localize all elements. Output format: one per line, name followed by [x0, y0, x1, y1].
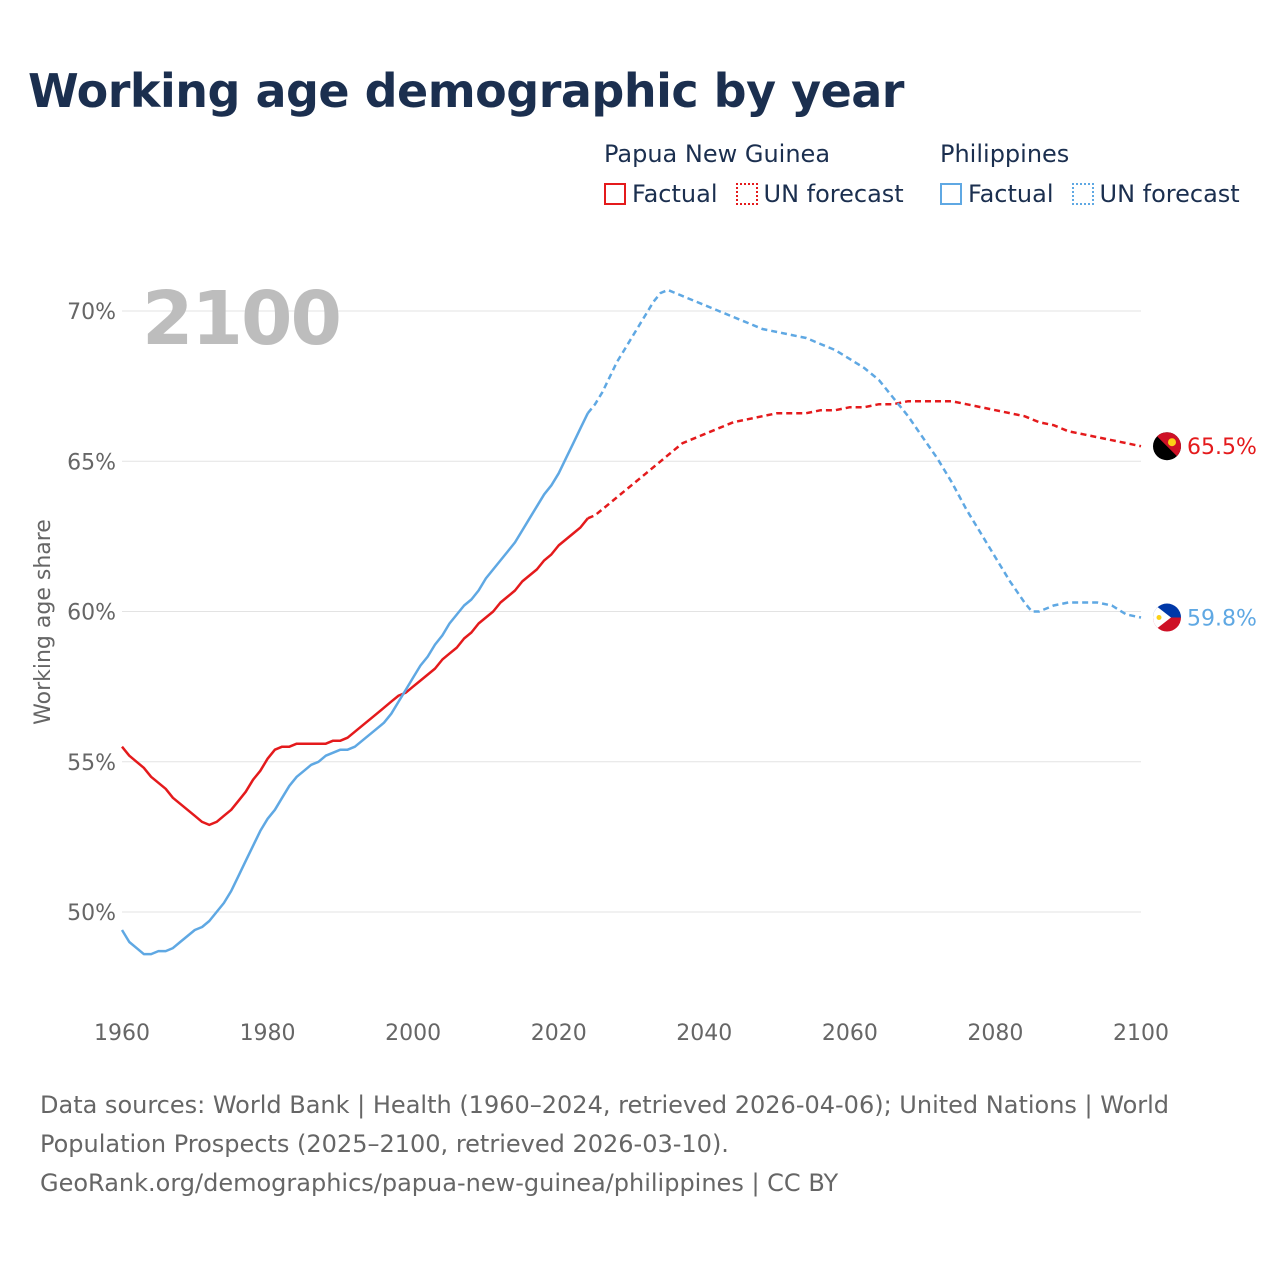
x-tick-label: 2080 [967, 1021, 1023, 1046]
source-line: Population Prospects (2025–2100, retriev… [40, 1130, 729, 1158]
x-tick-label: 1960 [94, 1021, 150, 1046]
year-watermark: 2100 [142, 276, 340, 362]
chart-title: Working age demographic by year [28, 64, 905, 118]
source-line: Data sources: World Bank | Health (1960–… [40, 1091, 1170, 1119]
series-line-png-factual [121, 517, 589, 827]
y-tick-label: 70% [67, 300, 116, 325]
legend-item-label: Factual [968, 180, 1054, 208]
legend-item-phl-forecast[interactable]: UN forecast [1071, 180, 1240, 208]
philippines-flag-icon [1153, 603, 1181, 632]
png-flag-icon [1153, 432, 1181, 461]
legend-item-png-factual[interactable]: Factual [604, 180, 718, 208]
series-line-png-forecast [587, 399, 1142, 520]
x-tick-label: 2000 [385, 1021, 441, 1046]
x-tick-label: 2100 [1113, 1021, 1169, 1046]
legend-swatch-dotted [1071, 183, 1094, 205]
y-tick-label: 55% [67, 751, 116, 776]
series-line-phl-factual [120, 412, 589, 956]
source-note: Data sources: World Bank | Health (1960–… [40, 1086, 1220, 1203]
legend-item-label: UN forecast [1099, 180, 1240, 208]
source-line: GeoRank.org/demographics/papua-new-guine… [40, 1169, 839, 1197]
line-chart: 50% 55% 60% 65% 70% 1960 1980 2000 2020 2040 2060 2… [31, 276, 1257, 1046]
legend-item-label: Factual [632, 180, 718, 208]
legend-item-png-forecast[interactable]: UN forecast [735, 180, 904, 208]
x-tick-label: 1980 [240, 1021, 296, 1046]
legend-group-papua-new-guinea: Papua New Guinea Factual UN forecast [604, 140, 904, 208]
legend-group-philippines: Philippines Factual UN forecast [940, 140, 1240, 208]
y-tick-label: 65% [67, 450, 116, 475]
y-axis-label: Working age share [31, 519, 56, 725]
series-line-phl-forecast [586, 288, 1142, 619]
legend-swatch-solid [940, 183, 962, 205]
x-tick-label: 2020 [531, 1021, 587, 1046]
y-tick-label: 60% [67, 601, 116, 626]
legend-swatch-solid [604, 183, 626, 205]
y-tick-label: 50% [67, 901, 116, 926]
legend-swatch-dotted [735, 183, 758, 205]
x-tick-label: 2040 [676, 1021, 732, 1046]
end-label-phl: 59.8% [1187, 607, 1257, 632]
end-label-png: 65.5% [1187, 435, 1257, 460]
x-tick-label: 2060 [822, 1021, 878, 1046]
legend-group-label: Papua New Guinea [604, 140, 831, 168]
legend-item-phl-factual[interactable]: Factual [940, 180, 1054, 208]
legend-group-label: Philippines [940, 140, 1070, 168]
legend-item-label: UN forecast [763, 180, 904, 208]
